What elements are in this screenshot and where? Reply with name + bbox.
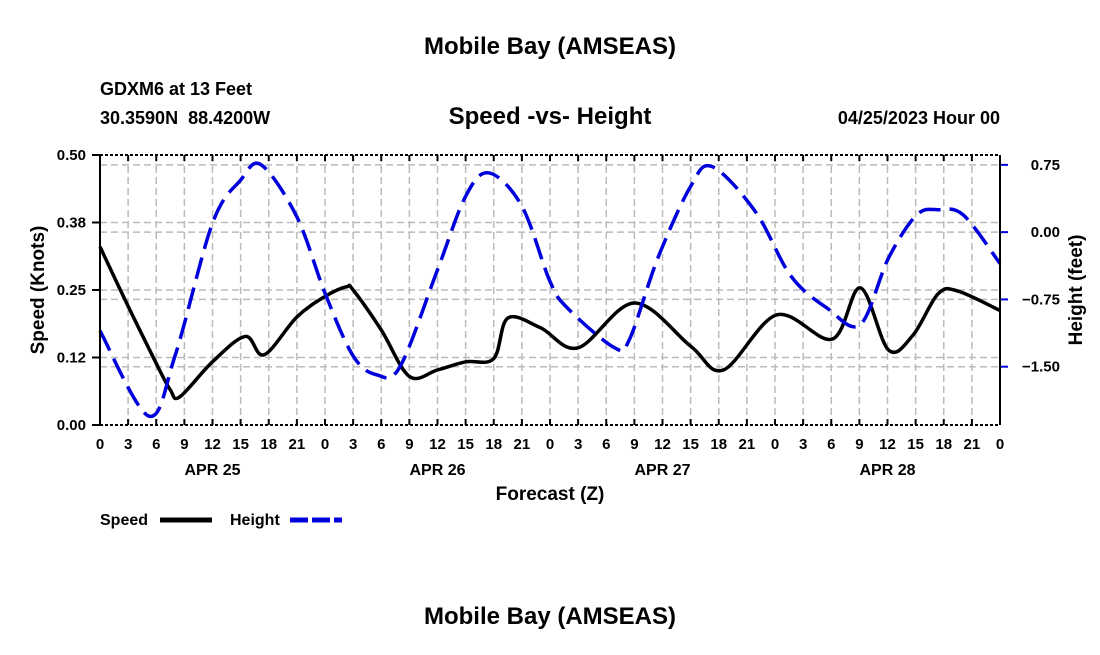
x-tick-label: 18 <box>710 436 727 453</box>
y-left-tick-label: 0.25 <box>57 282 86 299</box>
day-label: APR 26 <box>409 462 465 479</box>
x-tick-label: 0 <box>546 436 554 453</box>
x-tick-label: 18 <box>935 436 952 453</box>
x-tick-label: 3 <box>799 436 807 453</box>
x-tick-label: 18 <box>485 436 502 453</box>
chart-subtitle: Speed -vs- Height <box>449 103 652 130</box>
x-tick-label: 0 <box>321 436 329 453</box>
y-axis-right-label: Height (feet) <box>1066 235 1087 346</box>
x-tick-label: 6 <box>377 436 385 453</box>
y-right-tick-label: 0.75 <box>1031 157 1060 174</box>
x-tick-label: 3 <box>124 436 132 453</box>
day-label: APR 27 <box>634 462 690 479</box>
legend: Speed Height <box>100 512 342 529</box>
x-tick-label: 12 <box>429 436 446 453</box>
legend-height-label: Height <box>230 512 280 529</box>
x-axis-label: Forecast (Z) <box>496 484 605 505</box>
day-label: APR 25 <box>184 462 240 479</box>
y-left-tick-label: 0.00 <box>57 417 86 434</box>
date-label: 04/25/2023 Hour 00 <box>838 108 1000 128</box>
x-tick-label: 0 <box>96 436 104 453</box>
x-tick-label: 21 <box>289 436 306 453</box>
x-tick-label: 12 <box>654 436 671 453</box>
day-label: APR 28 <box>859 462 915 479</box>
location-label: 30.3590N 88.4200W <box>100 108 270 128</box>
x-tick-label: 6 <box>602 436 610 453</box>
y-axis-left-label: Speed (Knots) <box>28 226 49 355</box>
x-tick-label: 12 <box>204 436 221 453</box>
series-layer <box>98 161 1002 418</box>
chart-title: Mobile Bay (AMSEAS) <box>424 33 676 60</box>
x-tick-label: 0 <box>996 436 1004 453</box>
footer-title: Mobile Bay (AMSEAS) <box>424 603 676 630</box>
series-line-speed <box>98 246 1001 401</box>
x-tick-label: 18 <box>260 436 277 453</box>
x-tick-label: 12 <box>879 436 896 453</box>
x-tick-label: 21 <box>739 436 756 453</box>
y-right-tick-label: −1.50 <box>1022 359 1060 376</box>
x-tick-label: 21 <box>964 436 981 453</box>
x-tick-label: 3 <box>349 436 357 453</box>
station-label: GDXM6 at 13 Feet <box>100 79 252 99</box>
x-tick-label: 9 <box>855 436 863 453</box>
x-tick-label: 6 <box>152 436 160 453</box>
x-tick-label: 9 <box>630 436 638 453</box>
y-left-tick-label: 0.38 <box>57 215 86 232</box>
y-right-tick-label: −0.75 <box>1022 291 1060 308</box>
x-tick-label: 15 <box>907 436 924 453</box>
x-tick-label: 3 <box>574 436 582 453</box>
y-left-tick-label: 0.50 <box>57 147 86 164</box>
x-tick-label: 6 <box>827 436 835 453</box>
y-right-tick-label: 0.00 <box>1031 224 1060 241</box>
x-tick-label: 21 <box>514 436 531 453</box>
x-tick-label: 15 <box>682 436 699 453</box>
axes: 0 3 6 9 12 15 18 21 0 3 6 9 12 15 18 21 0 3 6 9 12 15 18 21 0 3 6 9… <box>57 147 1060 479</box>
series-line-height <box>98 161 1002 418</box>
legend-speed-label: Speed <box>100 512 148 529</box>
x-tick-label: 15 <box>457 436 474 453</box>
y-left-tick-label: 0.12 <box>57 350 86 367</box>
x-tick-label: 15 <box>232 436 249 453</box>
x-tick-label: 9 <box>180 436 188 453</box>
x-tick-label: 9 <box>405 436 413 453</box>
x-tick-label: 0 <box>771 436 779 453</box>
